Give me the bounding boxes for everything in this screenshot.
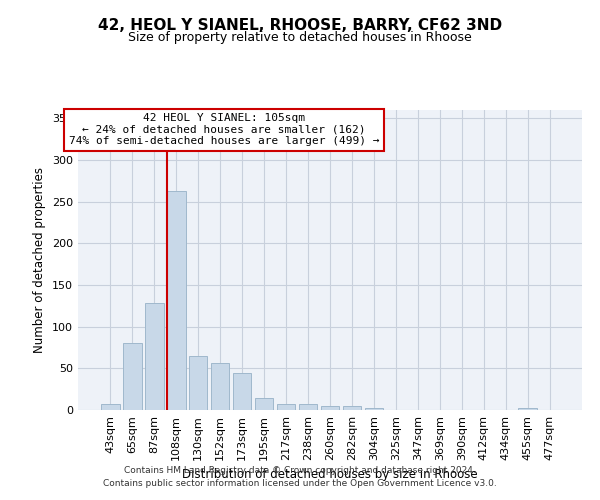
Bar (211, 364, 229, 410)
Bar (189, 356, 208, 410)
Bar (518, 408, 537, 410)
Bar (167, 191, 185, 410)
Bar (255, 398, 274, 410)
Bar (343, 406, 361, 410)
Bar (233, 374, 251, 410)
Bar (320, 406, 340, 410)
Text: Contains HM Land Registry data © Crown copyright and database right 2024.
Contai: Contains HM Land Registry data © Crown c… (103, 466, 497, 487)
Text: 42, HEOL Y SIANEL, RHOOSE, BARRY, CF62 3ND: 42, HEOL Y SIANEL, RHOOSE, BARRY, CF62 3… (98, 18, 502, 32)
Text: 42 HEOL Y SIANEL: 105sqm
← 24% of detached houses are smaller (162)
74% of semi-: 42 HEOL Y SIANEL: 105sqm ← 24% of detach… (69, 113, 379, 146)
Bar (101, 404, 119, 410)
Bar (123, 342, 142, 410)
X-axis label: Distribution of detached houses by size in Rhoose: Distribution of detached houses by size … (182, 468, 478, 481)
Bar (365, 408, 383, 410)
Bar (145, 302, 164, 410)
Bar (299, 404, 317, 410)
Text: Size of property relative to detached houses in Rhoose: Size of property relative to detached ho… (128, 31, 472, 44)
Bar (277, 404, 295, 410)
Y-axis label: Number of detached properties: Number of detached properties (34, 167, 46, 353)
